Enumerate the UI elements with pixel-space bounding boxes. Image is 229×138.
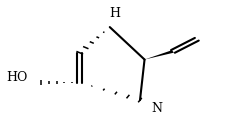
Text: HO: HO (7, 71, 28, 84)
Text: N: N (151, 102, 162, 115)
Text: H: H (109, 7, 120, 20)
Polygon shape (144, 50, 173, 59)
